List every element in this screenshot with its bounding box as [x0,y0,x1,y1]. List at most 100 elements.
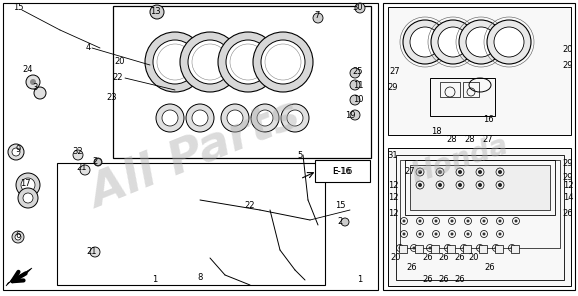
Text: 8: 8 [197,274,203,282]
Circle shape [8,144,24,160]
Text: 3: 3 [32,83,38,92]
Circle shape [510,247,513,250]
Text: 4: 4 [86,43,91,52]
Circle shape [350,68,360,78]
Bar [440,82,460,97]
Bar [405,160,555,215]
Text: 20: 20 [391,253,401,263]
Bar [399,245,407,253]
Bar [57,163,325,285]
Circle shape [80,165,90,175]
Circle shape [30,79,36,85]
Circle shape [350,80,360,90]
Bar [3,3,378,290]
Circle shape [498,220,502,223]
Bar [410,165,550,210]
Circle shape [313,13,323,23]
Text: E-16: E-16 [332,166,352,176]
Text: 2: 2 [338,218,343,226]
Circle shape [459,20,503,64]
Circle shape [478,183,482,187]
Circle shape [479,247,481,250]
Circle shape [438,183,442,187]
Bar [388,7,571,135]
Bar [396,155,564,280]
Bar [383,3,575,290]
Text: 21: 21 [77,163,87,173]
Text: 29: 29 [563,173,573,183]
Text: All Parts: All Parts [83,92,307,218]
Text: 26: 26 [439,253,449,263]
Circle shape [94,158,102,166]
Circle shape [21,178,35,192]
Text: 27: 27 [405,168,416,176]
Circle shape [16,173,40,197]
Text: 26: 26 [423,276,434,284]
Text: 12: 12 [388,194,398,202]
Circle shape [435,220,438,223]
Bar [463,245,471,253]
Text: 15: 15 [13,4,23,12]
Text: 1: 1 [357,276,362,284]
Circle shape [413,247,416,250]
Circle shape [251,104,279,132]
Text: 12: 12 [388,181,398,189]
Circle shape [73,150,83,160]
Circle shape [226,40,270,84]
Text: 26: 26 [439,276,449,284]
Bar [430,110,495,118]
Text: 24: 24 [23,65,34,75]
Circle shape [458,183,462,187]
Circle shape [145,32,205,92]
Text: 11: 11 [353,81,363,89]
Circle shape [438,27,468,57]
Text: Honda: Honda [407,131,512,189]
Text: 26: 26 [455,276,465,284]
Bar [495,245,503,253]
Text: 22: 22 [113,73,123,83]
Circle shape [162,110,178,126]
Bar [447,245,455,253]
Circle shape [34,87,46,99]
Circle shape [26,75,40,89]
Circle shape [15,234,21,240]
Text: E-16: E-16 [332,166,351,176]
Text: 16: 16 [483,115,493,125]
Bar [415,245,423,253]
Bar [511,245,519,253]
Text: 26: 26 [485,263,495,271]
Circle shape [257,110,273,126]
Text: 23: 23 [107,94,117,102]
Text: 20: 20 [469,253,479,263]
Text: 21: 21 [87,247,97,257]
Text: 9: 9 [16,146,21,155]
Text: 12: 12 [563,181,573,189]
Circle shape [341,218,349,226]
Text: 31: 31 [388,150,398,160]
Circle shape [150,5,164,19]
Text: 26: 26 [563,208,573,218]
Circle shape [350,95,360,105]
Circle shape [462,247,465,250]
Bar [430,78,495,116]
Circle shape [418,220,421,223]
Circle shape [402,220,406,223]
Circle shape [186,104,214,132]
Circle shape [478,170,482,174]
Circle shape [483,220,486,223]
Text: 13: 13 [150,7,160,15]
Circle shape [12,231,24,243]
Text: 7: 7 [314,12,320,20]
Text: 26: 26 [455,253,465,263]
Circle shape [12,148,20,156]
Circle shape [261,40,305,84]
Text: 20: 20 [563,46,573,54]
Circle shape [287,110,303,126]
Text: 14: 14 [563,194,573,202]
Circle shape [402,232,406,236]
Text: 27: 27 [483,136,493,144]
Text: 17: 17 [20,178,30,187]
Circle shape [428,247,432,250]
Circle shape [446,247,450,250]
Circle shape [483,232,486,236]
